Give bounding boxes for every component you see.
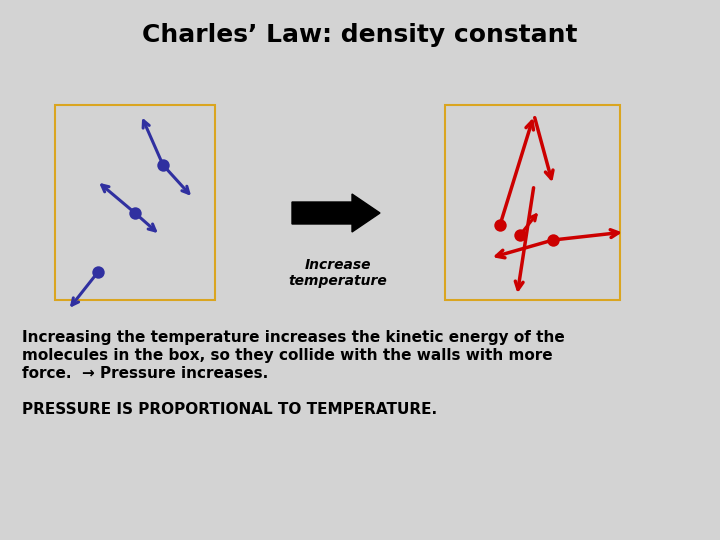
FancyArrow shape <box>292 194 380 232</box>
Text: PRESSURE IS PROPORTIONAL TO TEMPERATURE.: PRESSURE IS PROPORTIONAL TO TEMPERATURE. <box>22 402 437 417</box>
Point <box>92 268 104 276</box>
Point <box>494 221 505 230</box>
Point <box>130 208 141 217</box>
Bar <box>445 105 620 300</box>
Bar <box>55 105 215 300</box>
Point <box>547 235 559 244</box>
Point <box>157 161 168 170</box>
Point <box>514 231 526 239</box>
Text: Increase
temperature: Increase temperature <box>289 258 387 288</box>
Text: force.  → Pressure increases.: force. → Pressure increases. <box>22 366 269 381</box>
Text: Charles’ Law: density constant: Charles’ Law: density constant <box>143 23 577 47</box>
Text: Increasing the temperature increases the kinetic energy of the: Increasing the temperature increases the… <box>22 330 564 345</box>
Text: molecules in the box, so they collide with the walls with more: molecules in the box, so they collide wi… <box>22 348 553 363</box>
